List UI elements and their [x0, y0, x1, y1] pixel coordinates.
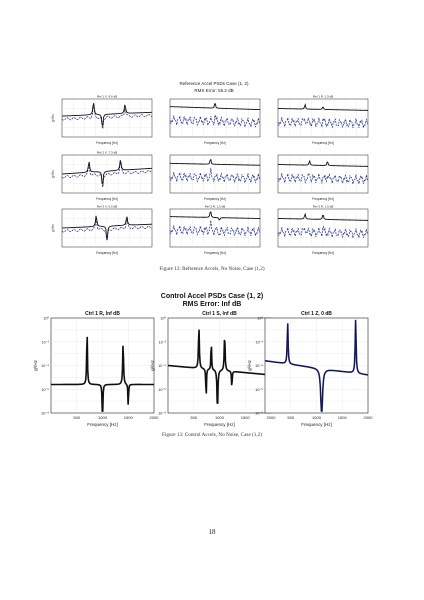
fig13-panel-2-ytick: 10⁻⁸ [158, 412, 166, 416]
fig12-panel-9-xlabel: Frequency [Hz] [312, 251, 334, 255]
fig13-panel-3-reference-line [264, 319, 369, 412]
fig12-panel-1: Ref 1 X, 9.6 dB Frequency [Hz] g²/Hz [51, 95, 153, 145]
fig12-panel-9-title: Ref 3 R, 1.5 dB [313, 205, 334, 209]
fig12-panel-8-title: Ref 3 R, 1.5 dB [205, 205, 226, 209]
page-number: 18 [208, 528, 216, 536]
fig12-panel-8-measured-line [169, 220, 261, 237]
fig13-panel-3-ylabel: g²/Hz [247, 359, 252, 371]
fig13-panel-1-ylabel: g²/Hz [33, 359, 38, 371]
fig12-panel-4-xlabel: Frequency [Hz] [96, 197, 118, 201]
fig12-panel-3-xlabel: Frequency [Hz] [312, 141, 334, 145]
fig13-panel-1-xtick: 2000 [150, 415, 160, 420]
fig12-suptitle: Reference Accel PSDs Case (1, 2) [179, 81, 249, 86]
fig13-panel-3-title: Ctrl 1 Z, 0 dB [301, 311, 332, 317]
fig12-panel-6: Frequency [Hz] [277, 154, 369, 201]
fig12-panel-4: Ref 2 X, 7.3 dB Frequency [Hz] g²/Hz [51, 151, 153, 201]
fig12-panel-5-measured-line [169, 167, 261, 184]
fig12-panel-3-title: Ref 1 R, 1.5 dB [313, 95, 334, 99]
fig13-rms: RMS Error: Inf dB [183, 301, 242, 308]
fig13-panel-3-xlabel: Frequency [Hz] [301, 422, 332, 427]
fig12-panel-3-measured-line [277, 117, 369, 129]
fig13-panel-2: Ctrl 1 S, Inf dB 500 1000 1500 2000 10⁰ 10⁻² 10… [150, 311, 276, 427]
fig12-panel-5-xlabel: Frequency [Hz] [204, 197, 226, 201]
fig13-panel-2-xlabel: Frequency [Hz] [204, 422, 235, 427]
fig13-panel-3-ytick: 10⁻⁸ [255, 412, 263, 416]
fig13-panel-2-xtick: 1500 [241, 415, 251, 420]
fig12-panel-6-reference-line [277, 159, 369, 167]
fig12-panel-2-xlabel: Frequency [Hz] [204, 141, 226, 145]
figure-12-grid: Ref 1 X, 9.6 dB Frequency [Hz] g²/Hz Freque… [51, 95, 369, 255]
fig13-panel-3-xtick: 1000 [312, 415, 322, 420]
fig12-panel-5: Frequency [Hz] [169, 154, 261, 201]
fig12-panel-6-xlabel: Frequency [Hz] [312, 197, 334, 201]
fig13-panel-2-ytick: 10⁰ [160, 317, 166, 321]
fig13-panel-1-ytick: 10⁻² [42, 340, 50, 344]
fig12-panel-9-measured-line [277, 225, 369, 239]
figure-13-row: Ctrl 1 R, Inf dB 500 1000 1500 2000 10⁰ 10⁻² 10… [33, 311, 373, 427]
fig13-panel-1: Ctrl 1 R, Inf dB 500 1000 1500 2000 10⁰ 10⁻² 10… [33, 311, 159, 427]
fig13-panel-1-ytick: 10⁻⁶ [41, 388, 49, 392]
fig12-panel-7-ylabel: g²/Hz [51, 224, 55, 232]
fig12-panel-7-reference-line [61, 215, 153, 239]
fig12-panel-2-measured-line [169, 113, 261, 128]
fig13-panel-3: Ctrl 1 Z, 0 dB 500 1000 1500 2000 10⁰ 10⁻² 10⁻⁴… [247, 311, 373, 427]
fig12-rms: RMS Error: 55.2 dB [194, 88, 233, 93]
fig12-panel-4-ylabel: g²/Hz [51, 170, 55, 178]
fig12-panel-9: Ref 3 R, 1.5 dB Frequency [Hz] [277, 205, 369, 255]
fig13-panel-3-ytick: 10⁻² [256, 340, 264, 344]
fig13-panel-2-reference-line [167, 329, 272, 404]
fig13-panel-3-ytick: 10⁻⁴ [255, 364, 263, 368]
fig12-panel-5-reference-line [169, 158, 261, 166]
fig13-panel-3-ytick: 10⁰ [257, 317, 263, 321]
fig13-suptitle: Control Accel PSDs Case (1, 2) [161, 293, 263, 300]
fig13-panel-1-ytick: 10⁻⁸ [41, 412, 49, 416]
fig13-panel-2-ylabel: g²/Hz [150, 359, 155, 371]
fig12-panel-3-reference-line [277, 102, 369, 111]
fig12-panel-4-title: Ref 2 X, 7.3 dB [97, 151, 117, 155]
fig12-panel-8-reference-line [169, 211, 261, 221]
fig13-panel-3-xtick: 1500 [338, 415, 348, 420]
fig12-panel-1-reference-line [61, 103, 153, 127]
fig13-panel-2-title: Ctrl 1 S, Inf dB [202, 311, 237, 317]
fig12-panel-7: Ref 3 X, 0.5 dB Frequency [Hz] g²/Hz [51, 205, 153, 255]
fig13-panel-2-xtick: 500 [190, 415, 197, 420]
fig12-panel-6-measured-line [277, 172, 369, 185]
fig12-panel-7-measured-line [61, 218, 153, 242]
fig13-panel-2-ytick: 10⁻⁶ [158, 388, 166, 392]
fig12-panel-4-measured-line [61, 161, 153, 188]
figure-13-caption: Figure 13: Control Accels, No Noise, Cas… [162, 432, 262, 438]
fig13-panel-3-xtick: 500 [287, 415, 294, 420]
fig13-panel-3-xtick: 2000 [364, 415, 374, 420]
fig12-panel-3: Ref 1 R, 1.5 dB Frequency [Hz] [277, 95, 369, 145]
fig12-panel-7-title: Ref 3 X, 0.5 dB [97, 205, 117, 209]
fig13-panel-3-ytick: 10⁻⁶ [255, 388, 263, 392]
fig13-panel-1-xtick: 1500 [124, 415, 134, 420]
fig12-panel-1-measured-line [61, 105, 153, 129]
fig12-panel-4-reference-line [61, 160, 153, 186]
fig13-panel-1-xtick: 1000 [98, 415, 108, 420]
fig12-panel-1-ylabel: g²/Hz [51, 114, 55, 122]
fig13-panel-2-xtick: 2000 [267, 415, 277, 420]
fig13-panel-1-ytick: 10⁻⁴ [41, 364, 49, 368]
fig12-panel-1-title: Ref 1 X, 9.6 dB [97, 95, 117, 99]
fig13-panel-2-xtick: 1000 [215, 415, 225, 420]
fig13-panel-1-title: Ctrl 1 R, Inf dB [85, 311, 120, 317]
fig13-panel-1-reference-line [51, 336, 154, 412]
fig12-panel-7-xlabel: Frequency [Hz] [96, 251, 118, 255]
figure-12-caption: Figure 12: Reference Accels, No Noise, C… [159, 266, 265, 272]
fig13-panel-1-ytick: 10⁰ [43, 317, 49, 321]
fig13-panel-1-xtick: 500 [73, 415, 80, 420]
fig12-panel-8-xlabel: Frequency [Hz] [204, 251, 226, 255]
fig12-panel-9-reference-line [277, 212, 369, 221]
fig12-panel-2-reference-line [169, 103, 261, 111]
fig13-panel-1-xlabel: Frequency [Hz] [87, 422, 118, 427]
fig12-panel-1-xlabel: Frequency [Hz] [96, 141, 118, 145]
fig13-panel-2-ytick: 10⁻⁴ [158, 364, 166, 368]
fig12-panel-2: Frequency [Hz] [169, 98, 261, 145]
fig13-panel-2-ytick: 10⁻² [159, 340, 167, 344]
fig12-panel-8: Ref 3 R, 1.5 dB Frequency [Hz] [169, 205, 261, 255]
